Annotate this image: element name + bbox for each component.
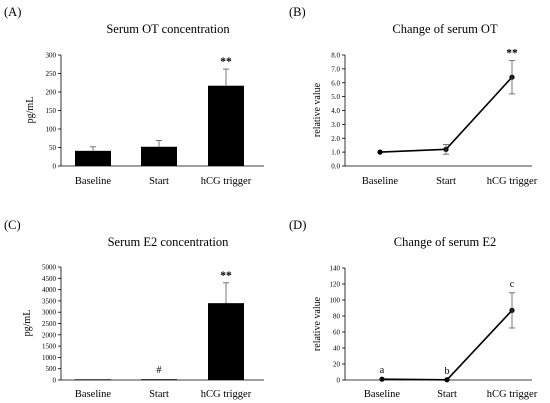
y-tick-label: 8.0 bbox=[331, 52, 340, 60]
x-tick-label: hCG trigger bbox=[201, 389, 252, 400]
significance-marker: a bbox=[380, 365, 385, 376]
x-tick-label: Start bbox=[436, 176, 456, 187]
panel-label: (C) bbox=[4, 218, 21, 232]
y-tick-label: 2.0 bbox=[331, 135, 340, 143]
y-tick-label: 200 bbox=[46, 89, 57, 97]
y-tick-label: 0 bbox=[53, 163, 57, 171]
y-tick-label: 2000 bbox=[42, 331, 57, 339]
y-tick-label: 50 bbox=[49, 144, 57, 152]
y-tick-label: 20 bbox=[333, 361, 341, 369]
y-tick-label: 500 bbox=[46, 365, 57, 373]
y-tick-label: 4500 bbox=[42, 275, 57, 283]
significance-marker: ** bbox=[220, 56, 232, 68]
y-tick-label: 140 bbox=[330, 265, 341, 273]
x-tick-label: hCG trigger bbox=[201, 176, 252, 187]
y-tick-label: 100 bbox=[330, 297, 341, 305]
y-tick-label: 80 bbox=[333, 313, 341, 321]
significance-marker: ** bbox=[506, 48, 518, 60]
y-tick-label: 100 bbox=[46, 126, 57, 134]
x-tick-label: Start bbox=[149, 389, 169, 400]
x-tick-label: Start bbox=[149, 176, 169, 187]
bar bbox=[75, 379, 111, 381]
panel-a: (A) Serum OT concentration pg/mL 0 50 100 150 2… bbox=[4, 5, 264, 187]
y-tick-label: 150 bbox=[46, 107, 57, 115]
y-tick-label: 4000 bbox=[42, 286, 57, 294]
series-line bbox=[379, 76, 513, 153]
bar bbox=[208, 85, 244, 166]
bar bbox=[141, 379, 177, 381]
panel-label: (D) bbox=[289, 218, 306, 232]
significance-marker: c bbox=[510, 279, 515, 290]
data-point bbox=[444, 377, 450, 383]
x-tick-label: hCG trigger bbox=[487, 176, 538, 187]
chart-title: Change of serum OT bbox=[392, 22, 498, 36]
y-tick-label: 1.0 bbox=[331, 149, 340, 157]
y-tick-label: 0.0 bbox=[331, 163, 340, 171]
y-tick-label: 7.0 bbox=[331, 65, 340, 73]
y-tick-label: 2500 bbox=[42, 320, 57, 328]
y-tick-label: 3000 bbox=[42, 309, 57, 317]
panel-b: (B) Change of serum OT relative value 0.0 1.… bbox=[289, 5, 538, 187]
y-tick-label: 1500 bbox=[42, 343, 57, 351]
significance-marker: b bbox=[445, 366, 450, 377]
y-axis-label: relative value bbox=[312, 296, 323, 351]
y-tick-label: 250 bbox=[46, 70, 57, 78]
y-tick-label: 0 bbox=[337, 377, 341, 385]
data-point bbox=[379, 376, 385, 382]
y-tick-label: 5000 bbox=[42, 264, 57, 272]
x-tick-label: Baseline bbox=[362, 176, 398, 187]
chart-title: Serum OT concentration bbox=[106, 22, 230, 36]
data-point bbox=[377, 149, 383, 155]
x-tick-label: Start bbox=[437, 389, 457, 400]
y-tick-label: 4.0 bbox=[331, 107, 340, 115]
panel-d: (D) Change of serum E2 relative value 0 20 40… bbox=[289, 218, 538, 400]
x-tick-label: Baseline bbox=[75, 389, 111, 400]
y-tick-label: 1000 bbox=[42, 354, 57, 362]
chart-title: Serum E2 concentration bbox=[108, 235, 230, 249]
y-tick-label: 60 bbox=[333, 329, 341, 337]
panel-label: (A) bbox=[4, 5, 21, 19]
y-axis-label: pg/mL bbox=[22, 310, 33, 337]
significance-marker: ** bbox=[220, 270, 232, 282]
x-tick-label: hCG trigger bbox=[487, 389, 538, 400]
panel-label: (B) bbox=[289, 5, 306, 19]
y-tick-label: 0 bbox=[53, 377, 57, 385]
bar bbox=[141, 146, 177, 166]
panel-c: (C) Serum E2 concentration pg/mL 0 500 1000 15… bbox=[4, 218, 264, 400]
bar bbox=[208, 303, 244, 380]
significance-marker: # bbox=[157, 365, 162, 376]
y-tick-label: 3500 bbox=[42, 297, 57, 305]
y-axis-label: relative value bbox=[312, 82, 323, 137]
x-tick-label: Baseline bbox=[75, 176, 111, 187]
y-tick-label: 120 bbox=[330, 281, 341, 289]
x-tick-label: Baseline bbox=[364, 389, 400, 400]
y-tick-label: 3.0 bbox=[331, 121, 340, 129]
y-tick-label: 300 bbox=[46, 52, 57, 60]
chart-title: Change of serum E2 bbox=[394, 235, 496, 249]
y-axis-label: pg/mL bbox=[25, 97, 36, 124]
y-tick-label: 6.0 bbox=[331, 79, 340, 87]
bar bbox=[75, 150, 111, 166]
y-tick-label: 40 bbox=[333, 345, 341, 353]
y-tick-label: 5.0 bbox=[331, 93, 340, 101]
